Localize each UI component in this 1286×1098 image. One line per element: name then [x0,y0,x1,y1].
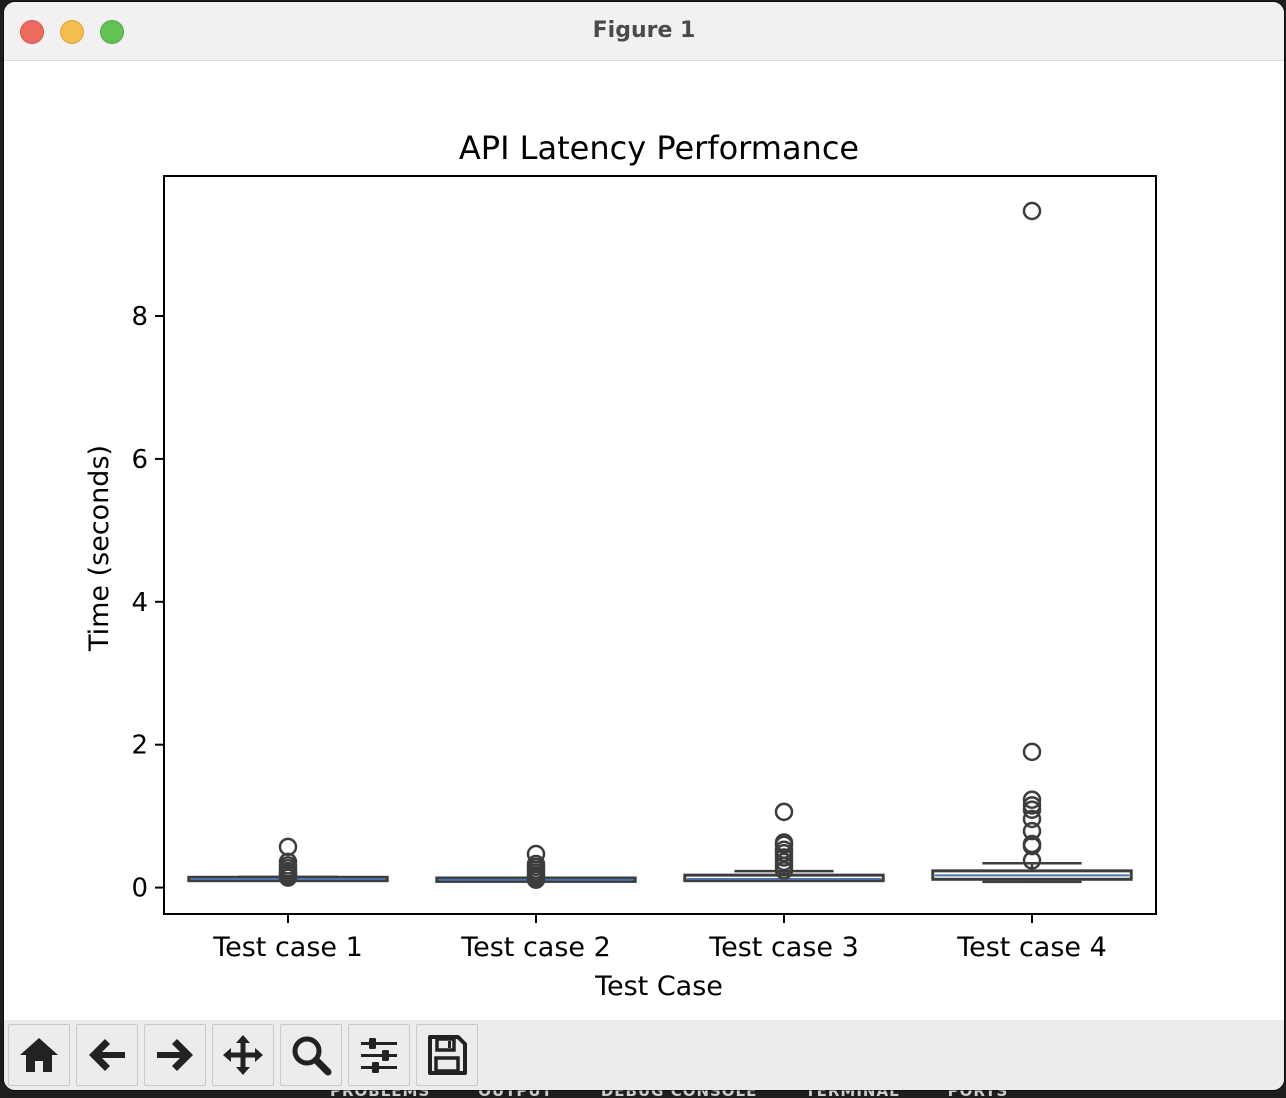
outlier-point [1022,201,1042,221]
x-tick-label: Test case 1 [212,932,363,963]
figure-canvas: API Latency Performance Test Case Time (… [4,61,1284,1020]
y-axis-label: Time (seconds) [84,445,115,652]
plot-area-frame [163,175,1157,915]
configure-subplots-button[interactable] [348,1024,410,1086]
move-icon [223,1035,263,1075]
outlier-point [1022,796,1042,815]
magnifier-icon [292,1036,332,1076]
outlier-point [526,854,546,874]
box-1 [187,837,389,887]
box-4 [931,201,1133,884]
box-series [187,201,1133,889]
y-tick-label: 0 [131,874,148,904]
x-tick-label: Test case 4 [956,932,1107,963]
figure-window: Figure 1 API Latency Performance Test Ca… [4,2,1284,1090]
outlier-point [1022,742,1042,762]
y-tick-label: 2 [131,731,148,761]
home-button[interactable] [8,1024,70,1086]
window-title: Figure 1 [592,18,696,43]
pan-button[interactable] [212,1024,274,1086]
arrow-right-icon [157,1039,193,1071]
y-tick-label: 8 [131,302,148,332]
y-tick-label: 4 [131,588,148,618]
title-bar[interactable]: Figure 1 [4,2,1284,61]
zoom-button[interactable] [280,1024,342,1086]
outlier-point [774,840,794,859]
x-tick-label: Test case 3 [708,932,859,963]
outlier-point [278,837,298,857]
outlier-point [1022,834,1042,854]
arrow-left-icon [89,1039,125,1071]
home-icon [20,1038,58,1072]
box-3 [683,802,885,883]
chart-title: API Latency Performance [459,129,859,167]
sliders-icon [361,1038,397,1073]
x-tick-label: Test case 2 [460,932,611,963]
y-axis-ticks: 0 2 4 6 8 [131,302,164,904]
forward-button[interactable] [144,1024,206,1086]
floppy-disk-icon [428,1035,467,1075]
outlier-point [1022,821,1042,841]
outlier-point [774,833,794,852]
outlier-point [1022,790,1042,809]
y-tick-label: 6 [131,445,148,475]
close-button[interactable] [20,20,44,44]
outlier-point [774,802,794,822]
back-button[interactable] [76,1024,138,1086]
x-axis-ticks: Test case 1 Test case 2 Test case 3 Test ca… [212,914,1107,963]
save-button[interactable] [416,1024,478,1086]
navigation-toolbar [4,1020,1284,1090]
maximize-button[interactable] [100,20,124,44]
outlier-point [526,844,546,864]
box-2 [435,844,637,889]
minimize-button[interactable] [60,20,84,44]
x-axis-label: Test Case [594,971,723,1002]
box-plot-chart: API Latency Performance Test Case Time (… [84,129,1157,1002]
outlier-point [1022,809,1042,829]
